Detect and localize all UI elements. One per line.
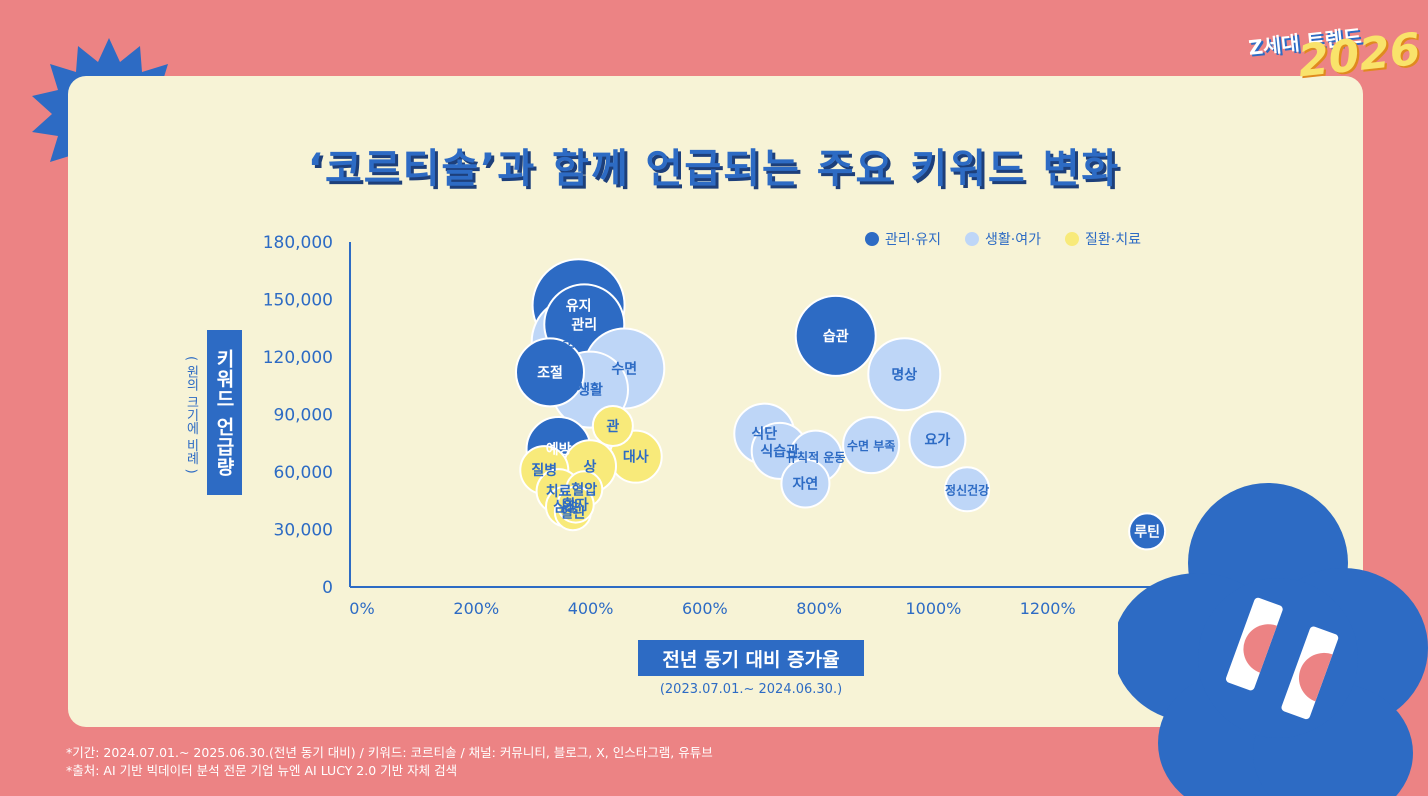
bubble-label: 혈관: [560, 504, 586, 521]
y-tick-label: 150,000: [263, 291, 333, 311]
bubble-label: 규칙적 운동: [786, 450, 845, 465]
footnote-period: *기간: 2024.07.01.~ 2025.06.30.(전년 동기 대비) …: [66, 745, 713, 760]
bubble-요가: [908, 410, 967, 469]
bubble-자연: [780, 458, 831, 509]
bubble-label: 요가: [925, 432, 951, 448]
bubble-루틴: [1128, 512, 1167, 551]
bubble-label: 식습관: [760, 443, 799, 460]
bubble-label: 심장: [553, 499, 579, 516]
bubble-label: 수면: [611, 361, 637, 378]
bubble-label: 정신건강: [945, 482, 989, 497]
bubble-label: 상: [584, 459, 597, 475]
bubble-label: 루틴: [1134, 523, 1160, 540]
x-axis-title: 전년 동기 대비 증가율: [638, 640, 864, 676]
bubble-label: 식단: [751, 426, 777, 443]
bubble-label: 관리: [571, 316, 597, 333]
bubble-label: 질병: [531, 462, 557, 479]
legend-marker: [865, 232, 879, 246]
bubble-환자: [556, 485, 595, 524]
y-tick-label: 60,000: [274, 463, 333, 483]
page-title: ‘코르티솔’과 함께 언급되는 주요 키워드 변화: [307, 146, 1121, 192]
legend-marker: [965, 232, 979, 246]
bubble-label: 자연: [793, 477, 819, 493]
legend-label: 질환·치료: [1085, 232, 1141, 248]
x-tick-label: 1200%: [1020, 599, 1076, 618]
bubble-명상: [867, 337, 942, 412]
bubble-label: 치료: [546, 484, 572, 500]
bubble-정신건강: [944, 466, 991, 513]
y-tick-label: 90,000: [274, 406, 333, 426]
x-tick-label: 400%: [568, 599, 614, 618]
bubble-label: 환자: [563, 497, 589, 514]
bubble-label: 명상: [891, 366, 917, 383]
bubble-label: 수면 부족: [847, 438, 895, 453]
blue-flower-decoration-bottom-right: [1118, 483, 1428, 796]
bubble-label: 조절: [537, 365, 563, 381]
bubble-습관: [794, 294, 877, 377]
x-tick-label: 600%: [682, 599, 728, 618]
bubble-label: 생활: [577, 382, 603, 399]
footnote-source: *출처: AI 기반 빅데이터 분석 전문 기업 뉴엔 AI LUCY 2.0 …: [66, 763, 458, 778]
y-axis-note: ( 원의 크기에 비례 ): [183, 356, 199, 474]
legend-label: 관리·유지: [885, 232, 941, 248]
x-axis-note: (2023.07.01.~ 2024.06.30.): [659, 682, 843, 697]
y-tick-label: 30,000: [274, 521, 333, 541]
x-tick-label: 1000%: [905, 599, 961, 618]
bubble-관: [591, 405, 634, 447]
bubble-label: 관: [606, 418, 619, 435]
bubble-조절: [515, 337, 585, 408]
x-tick-label: 200%: [453, 599, 499, 618]
bubble-label: 혈압: [571, 481, 597, 498]
y-tick-label: 120,000: [263, 348, 333, 368]
y-tick-label: 180,000: [263, 233, 333, 253]
legend-marker: [1065, 232, 1079, 246]
bubble-label: 예방: [546, 441, 572, 458]
bubble-label: 대사: [623, 450, 649, 466]
bubble-label: 습관: [823, 328, 849, 345]
bubble-수면 부족: [842, 416, 901, 475]
y-tick-label: 0: [322, 578, 333, 598]
x-tick-label: 0%: [349, 599, 374, 618]
x-tick-label: 800%: [796, 599, 842, 618]
bubble-label: 운동: [563, 335, 589, 351]
y-axis-title: 키워드 언급량: [207, 330, 242, 495]
legend-label: 생활·여가: [985, 232, 1041, 248]
bubble-label: 유지: [566, 298, 592, 314]
